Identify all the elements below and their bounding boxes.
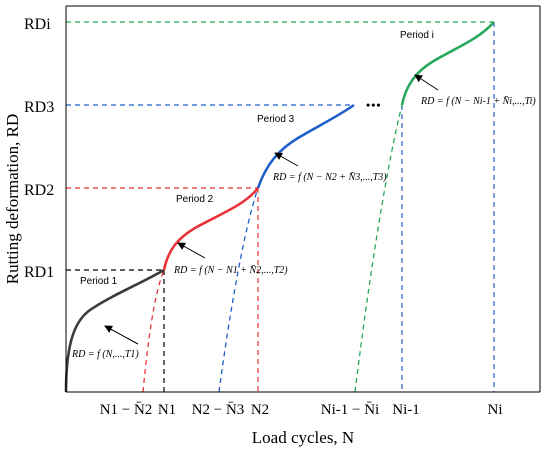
period-2-label: Period 2: [176, 194, 214, 205]
y-tick-rdi: RDi: [24, 16, 51, 33]
x-tick-n2-minus-nbar3: N2 − N̄3: [192, 402, 245, 418]
period-3-label: Period 3: [257, 114, 295, 125]
y-tick-rd1: RD1: [24, 264, 54, 281]
period-1-equation: RD = f (N,...,T1): [71, 349, 139, 360]
period-i-pointer-arrow: [414, 74, 439, 91]
period-3-curve: [256, 103, 355, 189]
period-i-equation: RD = f (N − Ni-1 + N̄i,...,Ti): [420, 95, 536, 107]
x-tick-ni-1-minus-nbari: Ni-1 − N̄i: [321, 402, 379, 418]
x-tick-n1-minus-nbar2: N1 − N̄2: [100, 402, 153, 418]
x-tick-labels: N1 − N̄2 N1 N2 − N̄3 N2 Ni-1 − N̄i Ni-1 …: [100, 402, 503, 418]
period-i-label: Period i: [400, 30, 434, 41]
period-1-curve: [64, 268, 165, 393]
x-tick-ni: Ni: [488, 402, 503, 418]
period-3-virtual-curve: [218, 187, 259, 393]
ellipsis: •••: [366, 98, 382, 112]
period-2-curve: [162, 187, 260, 271]
period-2-pointer-arrow: [177, 242, 206, 259]
axes: [65, 5, 541, 393]
x-tick-n1: N1: [158, 402, 176, 418]
period-1-label: Period 1: [80, 276, 118, 287]
period-3-equation: RD = f (N − N2 + N̄3,...,T3): [272, 171, 387, 183]
period-i-curve: [400, 21, 495, 106]
period-2-equation: RD = f (N − N1 + N̄2,...,T2): [173, 264, 288, 276]
y-tick-rd3: RD3: [24, 99, 54, 116]
period-i-virtual-curve: [354, 104, 403, 393]
period-curves: [64, 21, 495, 393]
period-1-pointer-arrow: [104, 325, 139, 345]
y-tick-labels: RD1 RD2 RD3 RDi: [24, 16, 54, 281]
period-3-pointer-arrow: [274, 152, 299, 167]
x-tick-n2: N2: [251, 402, 269, 418]
guide-lines: [66, 21, 495, 392]
x-tick-ni-1: Ni-1: [392, 402, 420, 418]
period-2-virtual-curve: [142, 269, 165, 393]
pointer-arrows: [104, 74, 439, 345]
virtual-curves: [142, 104, 403, 393]
x-axis-title: Load cycles, N: [252, 428, 354, 447]
y-axis-title: Rutting deformation, RD: [3, 114, 22, 284]
y-tick-rd2: RD2: [24, 182, 54, 199]
